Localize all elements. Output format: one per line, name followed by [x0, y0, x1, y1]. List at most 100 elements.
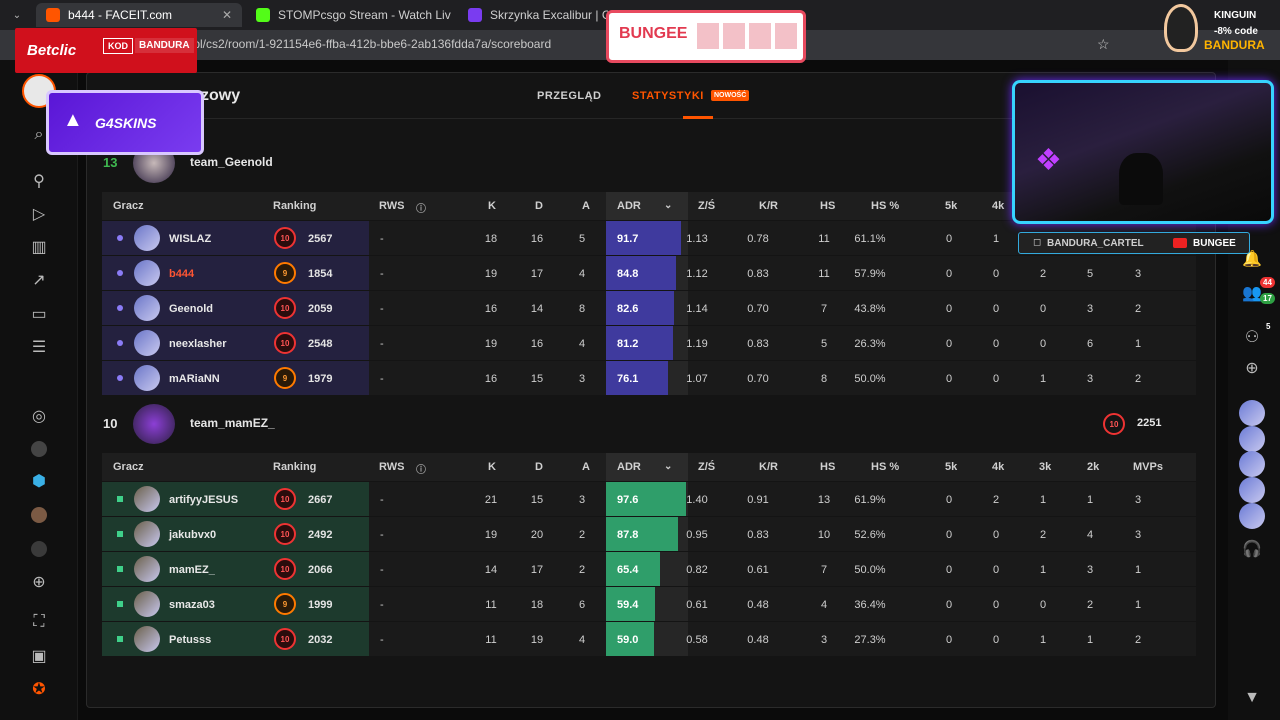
player-row[interactable]: mARiaNN 9 1979 - 76.1 16 15 3 1.07 0.70 8 50.0% 0 0 1 3…	[102, 361, 1196, 395]
bookmark-star-icon[interactable]: ☆	[1097, 36, 1110, 52]
friend-avatar[interactable]	[1239, 451, 1265, 477]
add-icon[interactable]: ⊕	[32, 574, 46, 591]
search-icon[interactable]: ⌕	[34, 126, 44, 143]
column-header[interactable]: Ranking	[273, 200, 317, 212]
column-header[interactable]: RWS	[379, 461, 405, 473]
column-header[interactable]: MVPs	[1133, 461, 1163, 473]
player-name[interactable]: neexlasher	[169, 338, 227, 350]
column-header[interactable]: 5k	[945, 461, 958, 473]
column-header[interactable]: 4k	[992, 200, 1005, 212]
player-cell[interactable]: neexlasher 10 2548	[102, 326, 369, 360]
team-name[interactable]: team_Geenold	[190, 155, 273, 169]
notifications-icon[interactable]: 🔔	[1242, 251, 1262, 268]
player-name[interactable]: mARiaNN	[169, 373, 220, 385]
sort-chevron-down-icon[interactable]: ⌄	[664, 461, 673, 472]
column-header[interactable]: A	[582, 461, 590, 473]
sort-chevron-down-icon[interactable]: ⌄	[664, 200, 673, 211]
friends-icon[interactable]: 👥	[1242, 285, 1262, 302]
player-row[interactable]: Geenold 10 2059 - 82.6 16 14 8 1.14 0.70 7 43.8% 0 0 0…	[102, 291, 1196, 325]
player-avatar[interactable]	[134, 556, 160, 582]
player-name[interactable]: b444	[169, 268, 195, 280]
player-avatar[interactable]	[134, 591, 160, 617]
player-cell[interactable]: WISLAZ 10 2567	[102, 221, 369, 255]
player-name[interactable]: Petusss	[169, 634, 212, 646]
column-header[interactable]: Z/Ś	[698, 461, 716, 473]
player-row[interactable]: neexlasher 10 2548-81.2 19 16 4 1.19 0.83 5 26.3%…	[102, 326, 1196, 360]
party-icon[interactable]: ⚇	[1244, 329, 1260, 346]
player-avatar[interactable]	[134, 626, 160, 652]
column-header[interactable]: Gracz	[113, 461, 144, 473]
team-name[interactable]: team_mamEZ_	[190, 416, 275, 430]
browser-tab-stomp[interactable]: STOMPcsgo Stream - Watch Liv ✕	[246, 3, 452, 27]
player-cell[interactable]: artifyyJESUS 10 2667	[102, 482, 369, 516]
player-row[interactable]: jakubvx0 10 2492-87.8 19 20 2 0.95 0.83 10 52.6% 0…	[102, 517, 1196, 551]
column-header[interactable]: HS	[820, 461, 836, 473]
browser-tab-g4skins[interactable]: Skrzynka Excalibur | G4Ski	[458, 3, 608, 27]
list-icon[interactable]: ☰	[31, 339, 47, 356]
briefcase-icon[interactable]: ▣	[31, 648, 47, 665]
column-header[interactable]: K	[488, 461, 496, 473]
column-header[interactable]: 5k	[945, 200, 958, 212]
close-tab-icon[interactable]: ✕	[451, 8, 452, 22]
player-cell[interactable]: Petusss 10 2032	[102, 622, 369, 656]
player-name[interactable]: smaza03	[169, 599, 215, 611]
friend-avatar[interactable]	[1239, 426, 1265, 452]
column-header[interactable]: Z/Ś	[698, 200, 716, 212]
player-name[interactable]: jakubvx0	[169, 529, 217, 541]
tab-overview[interactable]: PRZEGLĄD	[537, 90, 602, 102]
club-avatar[interactable]	[28, 538, 50, 560]
column-header[interactable]: A	[582, 200, 590, 212]
user-avatar-small[interactable]	[28, 438, 50, 460]
column-header[interactable]: D	[535, 200, 543, 212]
player-name[interactable]: Geenold	[169, 303, 214, 315]
player-row[interactable]: b444 9 1854 - 84.8 19 17 4 1.12 0.83 11 57.9% 0 0 2 5 3	[102, 256, 1196, 290]
column-header[interactable]: HS %	[871, 461, 900, 473]
faceit-watch-icon[interactable]: ▼	[1244, 689, 1260, 706]
player-row[interactable]: artifyyJESUS 10 2667-97.6 21 15 3 1.40 0.91 13 61…	[102, 482, 1196, 516]
player-avatar[interactable]	[134, 521, 160, 547]
player-avatar[interactable]	[134, 225, 160, 251]
browser-tab-faceit[interactable]: b444 - FACEIT.com ✕	[36, 3, 242, 27]
close-tab-icon[interactable]: ✕	[221, 8, 232, 22]
friend-avatar[interactable]	[1239, 400, 1265, 426]
find-players-icon[interactable]: ⚲	[33, 173, 45, 190]
video-icon[interactable]: ▭	[31, 306, 47, 323]
column-header[interactable]: HS %	[871, 200, 900, 212]
hub-icon[interactable]: ◎	[32, 408, 46, 425]
rws-info-icon[interactable]: ⓘ	[416, 204, 426, 215]
player-cell[interactable]: jakubvx0 10 2492	[102, 517, 369, 551]
column-header[interactable]: HS	[820, 200, 836, 212]
player-name[interactable]: WISLAZ	[169, 233, 212, 245]
player-name[interactable]: artifyyJESUS	[169, 494, 239, 506]
player-cell[interactable]: smaza03 9 1999	[102, 587, 369, 621]
player-row[interactable]: Petusss 10 2032-59.0 11 19 4 0.58 0.48 3 27.3% 0 0 1…	[102, 622, 1196, 656]
player-row[interactable]: mamEZ_ 10 2066 - 65.4 14 17 2 0.82 0.61 7 50.0% 0 0 1 3…	[102, 552, 1196, 586]
player-avatar[interactable]	[134, 260, 160, 286]
player-cell[interactable]: mamEZ_ 10 2066	[102, 552, 369, 586]
column-header[interactable]: K	[488, 200, 496, 212]
player-row[interactable]: smaza03 9 1999 - 59.4 11 18 6 0.61 0.48 4 36.4% 0 0 0 2…	[102, 587, 1196, 621]
player-avatar[interactable]	[134, 365, 160, 391]
column-header[interactable]: ADR	[617, 461, 641, 473]
player-name[interactable]: mamEZ_	[169, 564, 215, 576]
column-header[interactable]: 4k	[992, 461, 1005, 473]
column-header[interactable]: D	[535, 461, 543, 473]
club-avatar[interactable]	[28, 504, 50, 526]
column-header[interactable]: K/R	[759, 461, 778, 473]
friend-avatar[interactable]	[1239, 503, 1265, 529]
stats-icon[interactable]: ↗	[32, 272, 46, 289]
player-cell[interactable]: Geenold 10 2059	[102, 291, 369, 325]
column-header[interactable]: 2k	[1087, 461, 1100, 473]
friend-avatar[interactable]	[1239, 477, 1265, 503]
play-icon[interactable]: ▷	[32, 206, 46, 223]
column-header[interactable]: 3k	[1039, 461, 1052, 473]
column-header[interactable]: K/R	[759, 200, 778, 212]
rws-info-icon[interactable]: ⓘ	[416, 465, 426, 476]
url-field[interactable]: /pl/cs2/room/1-921154e6-ffba-412b-bbe6-2…	[190, 37, 552, 51]
column-header[interactable]: RWS	[379, 200, 405, 212]
player-cell[interactable]: b444 9 1854	[102, 256, 369, 290]
leaderboard-icon[interactable]: ▥	[31, 239, 47, 256]
fullscreen-icon[interactable]: ⛶	[33, 613, 45, 630]
column-header[interactable]: Gracz	[113, 200, 144, 212]
star-badge-icon[interactable]: ✪	[32, 681, 46, 698]
